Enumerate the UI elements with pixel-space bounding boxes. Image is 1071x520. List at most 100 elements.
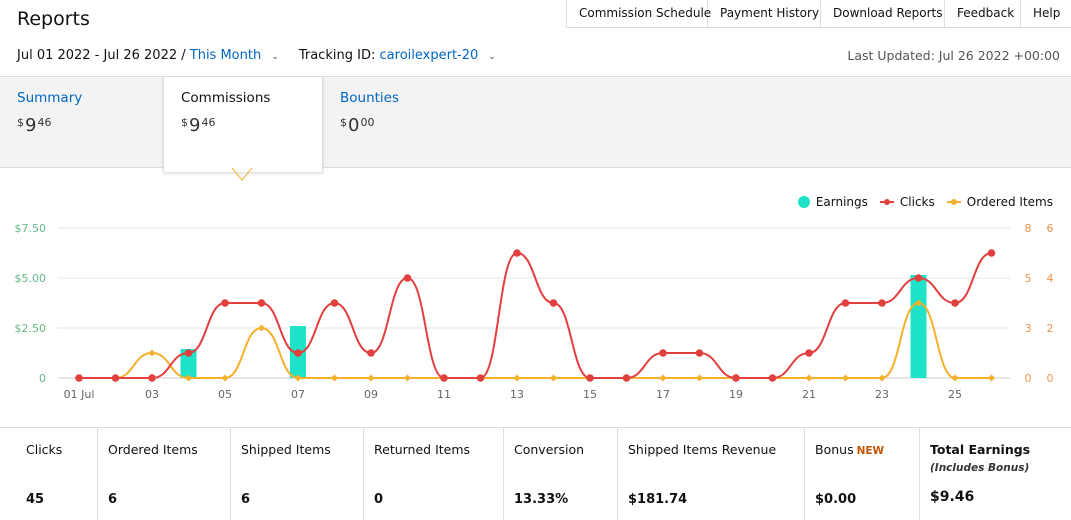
stat-label: Shipped Items xyxy=(241,442,331,457)
ordered-items-point xyxy=(513,374,521,382)
x-tick-label: 15 xyxy=(583,388,597,401)
stat-value: $9.46 xyxy=(930,489,975,505)
clicks-point xyxy=(440,374,448,382)
x-tick-label: 23 xyxy=(875,388,889,401)
stat-clicks: Clicks 45 xyxy=(0,428,98,520)
ordered-items-point xyxy=(842,374,849,382)
x-tick-label: 17 xyxy=(656,388,670,401)
stat-value: 0 xyxy=(374,492,384,507)
chevron-down-icon: ⌄ xyxy=(271,52,279,62)
legend-label: Ordered Items xyxy=(966,195,1053,209)
summary-stats: Clicks 45 Ordered Items 6 Shipped Items … xyxy=(0,427,1071,520)
clicks-point xyxy=(330,299,339,307)
tracking-id-selector[interactable]: Tracking ID: caroilexpert-20 ⌄ xyxy=(299,48,498,63)
stat-label: Conversion xyxy=(514,442,585,457)
tab-amount: $9 46 xyxy=(181,115,322,136)
y-left-tick-label: $7.50 xyxy=(15,222,47,235)
x-tick-label: 21 xyxy=(802,388,816,401)
stat-label: Ordered Items xyxy=(108,442,198,457)
stat-shipped-items: Shipped Items 6 xyxy=(231,428,364,520)
ordered-items-point xyxy=(659,374,667,382)
ordered-items-swatch-icon xyxy=(946,199,961,205)
download-reports-link[interactable]: Download Reports xyxy=(821,0,945,28)
amount-whole: 0 xyxy=(348,115,360,136)
clicks-point xyxy=(878,299,886,307)
stat-total-earnings: Total Earnings (Includes Bonus) $9.46 xyxy=(920,428,1071,520)
tab-amount: $9 46 xyxy=(17,115,163,136)
y-right-clicks-tick-label: 3 xyxy=(1025,322,1032,335)
currency-symbol: $ xyxy=(181,116,188,129)
help-link[interactable]: Help xyxy=(1033,6,1061,20)
ordered-items-point xyxy=(185,374,192,382)
clicks-point xyxy=(148,374,156,382)
tab-label: Bounties xyxy=(340,90,400,106)
y-right-ordered-tick-label: 2 xyxy=(1047,322,1054,335)
y-left-tick-label: $5.00 xyxy=(15,272,47,285)
ordered-items-point xyxy=(878,374,886,382)
stat-ordered-items: Ordered Items 6 xyxy=(98,428,231,520)
clicks-point xyxy=(294,349,302,357)
clicks-point xyxy=(951,299,959,307)
x-tick-label: 25 xyxy=(948,388,962,401)
date-range-selector[interactable]: Jul 01 2022 - Jul 26 2022 / This Month ⌄ xyxy=(17,48,281,63)
legend-label: Clicks xyxy=(899,195,935,209)
ordered-items-point xyxy=(148,349,156,357)
ordered-items-line xyxy=(78,301,992,379)
last-updated: Last Updated: Jul 26 2022 +00:00 xyxy=(847,48,1060,63)
y-right-clicks-tick-label: 0 xyxy=(1025,372,1032,385)
stat-note: (Includes Bonus) xyxy=(930,462,1030,474)
date-separator: / xyxy=(177,48,190,63)
stat-value: $0.00 xyxy=(815,492,857,507)
new-badge: NEW xyxy=(856,445,885,457)
commission-schedule-link[interactable]: Commission Schedule xyxy=(567,0,711,28)
stat-value: 45 xyxy=(26,492,45,507)
tracking-id-value: caroilexpert-20 xyxy=(379,48,479,63)
chevron-down-icon: ⌄ xyxy=(488,52,496,62)
y-right-clicks-tick-label: 8 xyxy=(1025,222,1032,235)
stat-shipped-revenue: Shipped Items Revenue $181.74 xyxy=(618,428,805,520)
ordered-items-point xyxy=(294,374,302,382)
legend-ordered-items[interactable]: Ordered Items xyxy=(946,195,1053,209)
x-tick-label: 05 xyxy=(218,388,232,401)
ordered-items-point xyxy=(696,374,703,382)
stat-label: Returned Items xyxy=(374,442,471,457)
x-tick-label: 01 Jul xyxy=(64,388,95,401)
clicks-point xyxy=(184,349,193,357)
amount-whole: 9 xyxy=(189,115,201,136)
top-nav: Commission Schedule Payment History Down… xyxy=(566,0,1071,28)
payment-history-link[interactable]: Payment History xyxy=(708,0,821,28)
chart-legend: Earnings Clicks Ordered Items xyxy=(786,195,1053,209)
clicks-point xyxy=(476,374,485,382)
legend-earnings[interactable]: Earnings xyxy=(797,195,868,209)
amount-cents: 00 xyxy=(360,116,375,129)
stat-value: 13.33% xyxy=(514,492,569,507)
ordered-items-point xyxy=(258,324,265,332)
y-right-clicks-tick-label: 5 xyxy=(1025,272,1032,285)
clicks-point xyxy=(805,349,813,357)
stat-label: Bonus NEW xyxy=(815,442,919,457)
clicks-point xyxy=(768,374,777,382)
legend-clicks[interactable]: Clicks xyxy=(879,195,935,209)
stat-value: 6 xyxy=(241,492,251,507)
stat-label: Total Earnings xyxy=(930,442,1031,457)
tab-bounties[interactable]: Bounties $0 00 xyxy=(323,77,483,169)
tab-commissions[interactable]: Commissions $9 46 xyxy=(163,76,323,172)
stat-label: Clicks xyxy=(26,442,63,457)
x-tick-label: 19 xyxy=(729,388,743,401)
x-tick-label: 11 xyxy=(437,388,451,401)
clicks-point xyxy=(367,349,375,357)
clicks-line xyxy=(78,251,992,379)
clicks-point xyxy=(549,299,558,307)
chart-svg: $7.50 $5.00 $2.50 0 8 5 3 0 6 4 2 0 01 Jul 03 05 07 09 11… xyxy=(15,168,1054,401)
clicks-point xyxy=(111,374,120,382)
clicks-point xyxy=(622,374,631,382)
ordered-items-point xyxy=(805,374,813,382)
x-tick-label: 07 xyxy=(291,388,305,401)
feedback-link[interactable]: Feedback xyxy=(945,0,1021,28)
clicks-point xyxy=(732,374,740,382)
clicks-point xyxy=(914,274,923,282)
tab-summary[interactable]: Summary $9 46 xyxy=(0,77,163,169)
x-tick-label: 03 xyxy=(145,388,159,401)
report-tabs: Summary $9 46 Commissions $9 46 Bounties $… xyxy=(0,76,1071,172)
stat-value: $181.74 xyxy=(628,492,688,507)
